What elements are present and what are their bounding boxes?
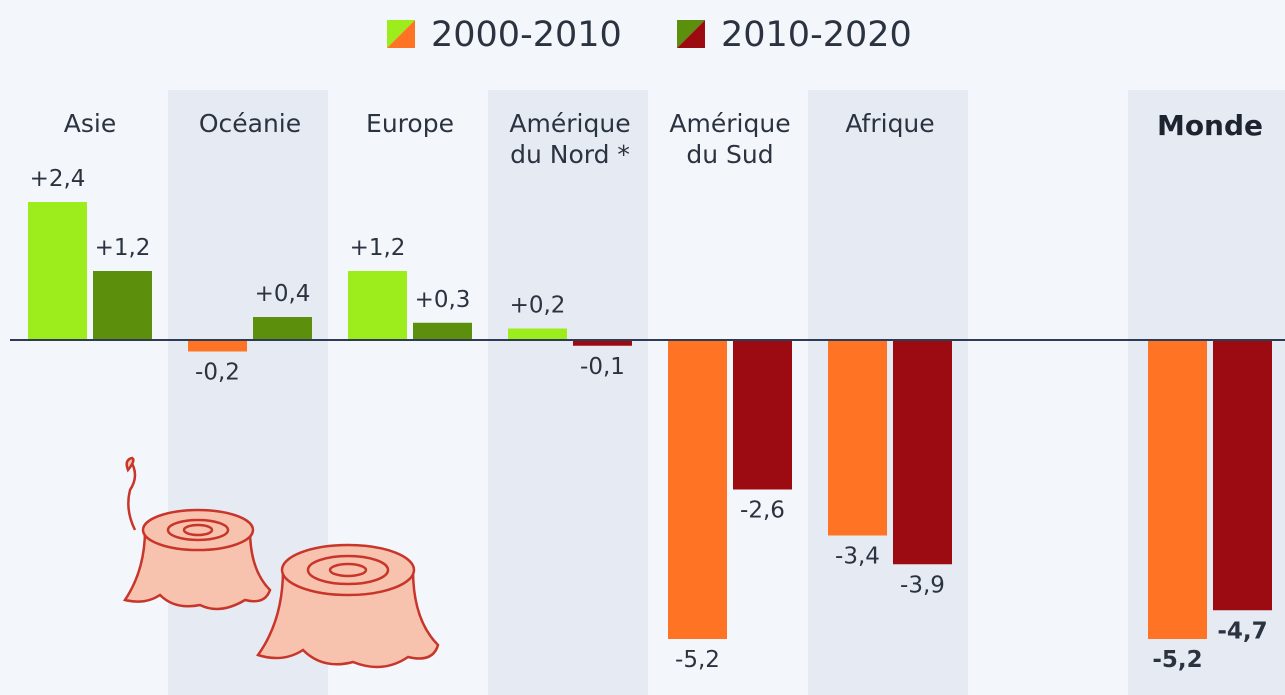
legend-label: 2000-2010 [431,15,622,55]
bar [668,340,727,639]
bar [893,340,952,564]
value-label: +0,4 [255,281,311,307]
value-label: -4,7 [1217,618,1267,644]
bar [188,340,247,352]
value-label: -5,2 [675,647,720,673]
column-band [488,90,648,695]
bar [1213,340,1272,610]
category-label: Amérique du Sud [655,108,805,170]
value-label: -3,4 [835,544,880,570]
value-label: -0,2 [195,360,240,386]
bar [348,271,407,340]
bar [508,329,567,341]
category-label: Europe [335,108,485,139]
value-label: -3,9 [900,572,945,598]
bar [1148,340,1207,639]
chart: +2,4 -0,2 +1,2 +0,2 -5,2 -3,4 -5,2 +1,2 +0,4 +0,3… [0,0,1285,695]
value-label: +1,2 [350,235,406,261]
category-label: Afrique [815,108,965,139]
category-label: Asie [15,108,165,139]
page: +2,4 -0,2 +1,2 +0,2 -5,2 -3,4 -5,2 +1,2 +0,4 +0,3… [0,0,1285,695]
value-label: -0,1 [580,354,625,380]
category-label: Océanie [175,108,325,139]
value-label: +0,3 [415,287,471,313]
category-label: Monde [1135,110,1285,141]
bar [828,340,887,536]
bar [28,202,87,340]
value-label: +0,2 [510,293,566,319]
bar [93,271,152,340]
bar [413,323,472,340]
value-label: -5,2 [1152,647,1202,673]
category-label: Amérique du Nord * [495,108,645,170]
legend-label: 2010-2020 [721,15,912,55]
value-label: +1,2 [95,235,151,261]
value-label: +2,4 [30,166,86,192]
bar [253,317,312,340]
value-label: -2,6 [740,498,785,524]
bar [733,340,792,490]
